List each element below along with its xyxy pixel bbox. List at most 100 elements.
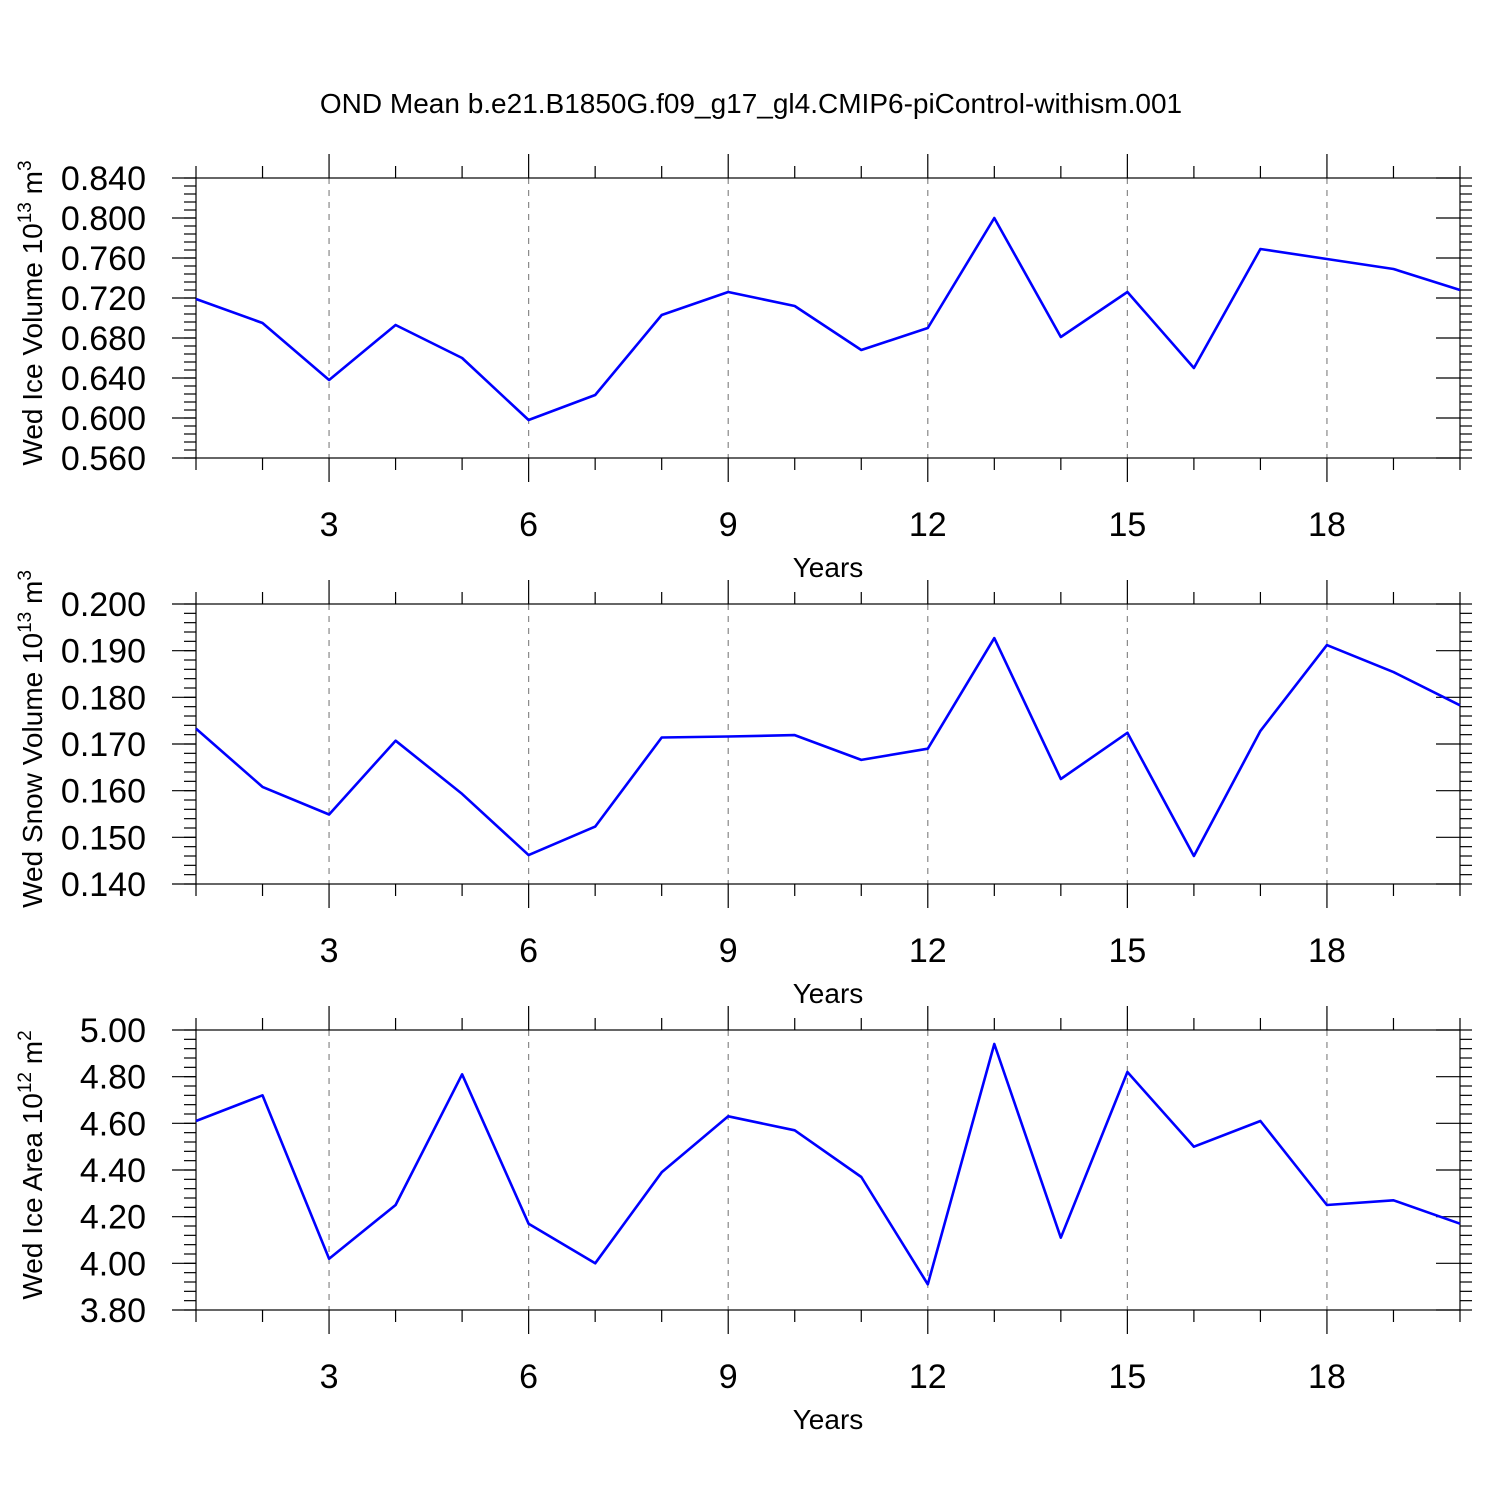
y-tick-label: 0.180 — [61, 679, 146, 717]
data-point — [460, 1072, 464, 1076]
y-tick-label: 0.800 — [61, 200, 146, 238]
data-point — [194, 297, 198, 301]
y-tick-label: 0.150 — [61, 819, 146, 857]
x-axis-title: Years — [793, 1404, 864, 1435]
x-tick-label: 6 — [519, 932, 538, 970]
x-tick-label: 6 — [519, 506, 538, 544]
data-point — [660, 735, 664, 739]
data-point — [859, 758, 863, 762]
data-point — [327, 1257, 331, 1261]
x-tick-label: 3 — [320, 932, 339, 970]
y-tick-label: 4.20 — [80, 1199, 146, 1237]
y-tick-label: 0.640 — [61, 360, 146, 398]
y-tick-label: 0.160 — [61, 773, 146, 811]
data-point — [992, 636, 996, 640]
data-point — [527, 1222, 531, 1226]
x-tick-label: 12 — [909, 1358, 947, 1396]
panels: 0.5600.6000.6400.6800.7200.7600.8000.840… — [15, 154, 1472, 1435]
x-tick-label: 3 — [320, 506, 339, 544]
data-point — [859, 1175, 863, 1179]
data-point — [1391, 1198, 1395, 1202]
y-tick-label: 4.60 — [80, 1105, 146, 1143]
series-line — [195, 216, 1461, 422]
x-tick-label: 15 — [1108, 506, 1146, 544]
x-tick-label: 3 — [320, 1358, 339, 1396]
y-tick-label: 0.560 — [61, 440, 146, 478]
y-tick-label: 5.00 — [80, 1012, 146, 1050]
data-point — [859, 348, 863, 352]
series-line — [195, 636, 1461, 858]
data-point — [1059, 777, 1063, 781]
data-point — [1391, 670, 1395, 674]
y-tick-label: 4.40 — [80, 1152, 146, 1190]
y-axis-title: Wed Ice Volume 1013 m3 — [15, 160, 48, 465]
data-point — [926, 1282, 930, 1286]
x-axis-title: Years — [793, 552, 864, 583]
chart-panel-2: 0.140 0.150 0.160 0.170 0.180 0.190 0.200 3 6 9 12… — [15, 570, 1472, 1009]
data-point — [660, 1170, 664, 1174]
data-point — [793, 733, 797, 737]
data-point — [593, 393, 597, 397]
data-point — [527, 418, 531, 422]
data-point — [327, 812, 331, 816]
y-tick-label: 0.600 — [61, 400, 146, 438]
data-point — [726, 735, 730, 739]
x-tick-label: 9 — [719, 932, 738, 970]
data-point — [1125, 731, 1129, 735]
x-tick-label: 18 — [1308, 506, 1346, 544]
y-tick-label: 3.80 — [80, 1292, 146, 1330]
data-point — [1125, 1070, 1129, 1074]
data-point — [793, 304, 797, 308]
x-tick-label: 12 — [909, 506, 947, 544]
data-point — [261, 321, 265, 325]
data-point — [1125, 290, 1129, 294]
data-point — [1325, 257, 1329, 261]
y-tick-label: 0.200 — [61, 586, 146, 624]
data-point — [460, 792, 464, 796]
data-point — [1192, 854, 1196, 858]
data-point — [394, 739, 398, 743]
data-point — [1059, 335, 1063, 339]
y-tick-label: 4.00 — [80, 1245, 146, 1283]
data-point — [793, 1128, 797, 1132]
data-point — [460, 356, 464, 360]
data-point — [261, 785, 265, 789]
x-tick-label: 15 — [1108, 932, 1146, 970]
plot-frame — [195, 177, 1461, 459]
y-axis-title: Wed Snow Volume 1013 m3 — [15, 570, 48, 908]
data-point — [726, 290, 730, 294]
y-tick-label: 0.840 — [61, 160, 146, 198]
data-point — [261, 1093, 265, 1097]
data-point — [1059, 1236, 1063, 1240]
data-point — [992, 216, 996, 220]
x-tick-label: 9 — [719, 1358, 738, 1396]
y-tick-label: 0.720 — [61, 280, 146, 318]
x-tick-label: 6 — [519, 1358, 538, 1396]
y-axis-title: Wed Ice Area 1012 m2 — [15, 1030, 48, 1299]
x-tick-label: 15 — [1108, 1358, 1146, 1396]
data-point — [992, 1042, 996, 1046]
data-point — [1258, 247, 1262, 251]
y-tick-label: 0.680 — [61, 320, 146, 358]
data-point — [394, 323, 398, 327]
y-tick-label: 0.760 — [61, 240, 146, 278]
x-tick-label: 12 — [909, 932, 947, 970]
data-point — [1325, 1203, 1329, 1207]
x-tick-label: 18 — [1308, 932, 1346, 970]
y-tick-label: 0.140 — [61, 866, 146, 904]
data-point — [394, 1203, 398, 1207]
data-point — [1458, 703, 1462, 707]
data-point — [527, 853, 531, 857]
data-point — [1258, 1119, 1262, 1123]
x-tick-label: 18 — [1308, 1358, 1346, 1396]
data-point — [926, 326, 930, 330]
data-point — [726, 1114, 730, 1118]
data-point — [1258, 729, 1262, 733]
data-point — [926, 747, 930, 751]
y-tick-label: 0.190 — [61, 633, 146, 671]
data-point — [1391, 267, 1395, 271]
data-point — [1192, 1145, 1196, 1149]
data-point — [1458, 288, 1462, 292]
data-point — [660, 313, 664, 317]
